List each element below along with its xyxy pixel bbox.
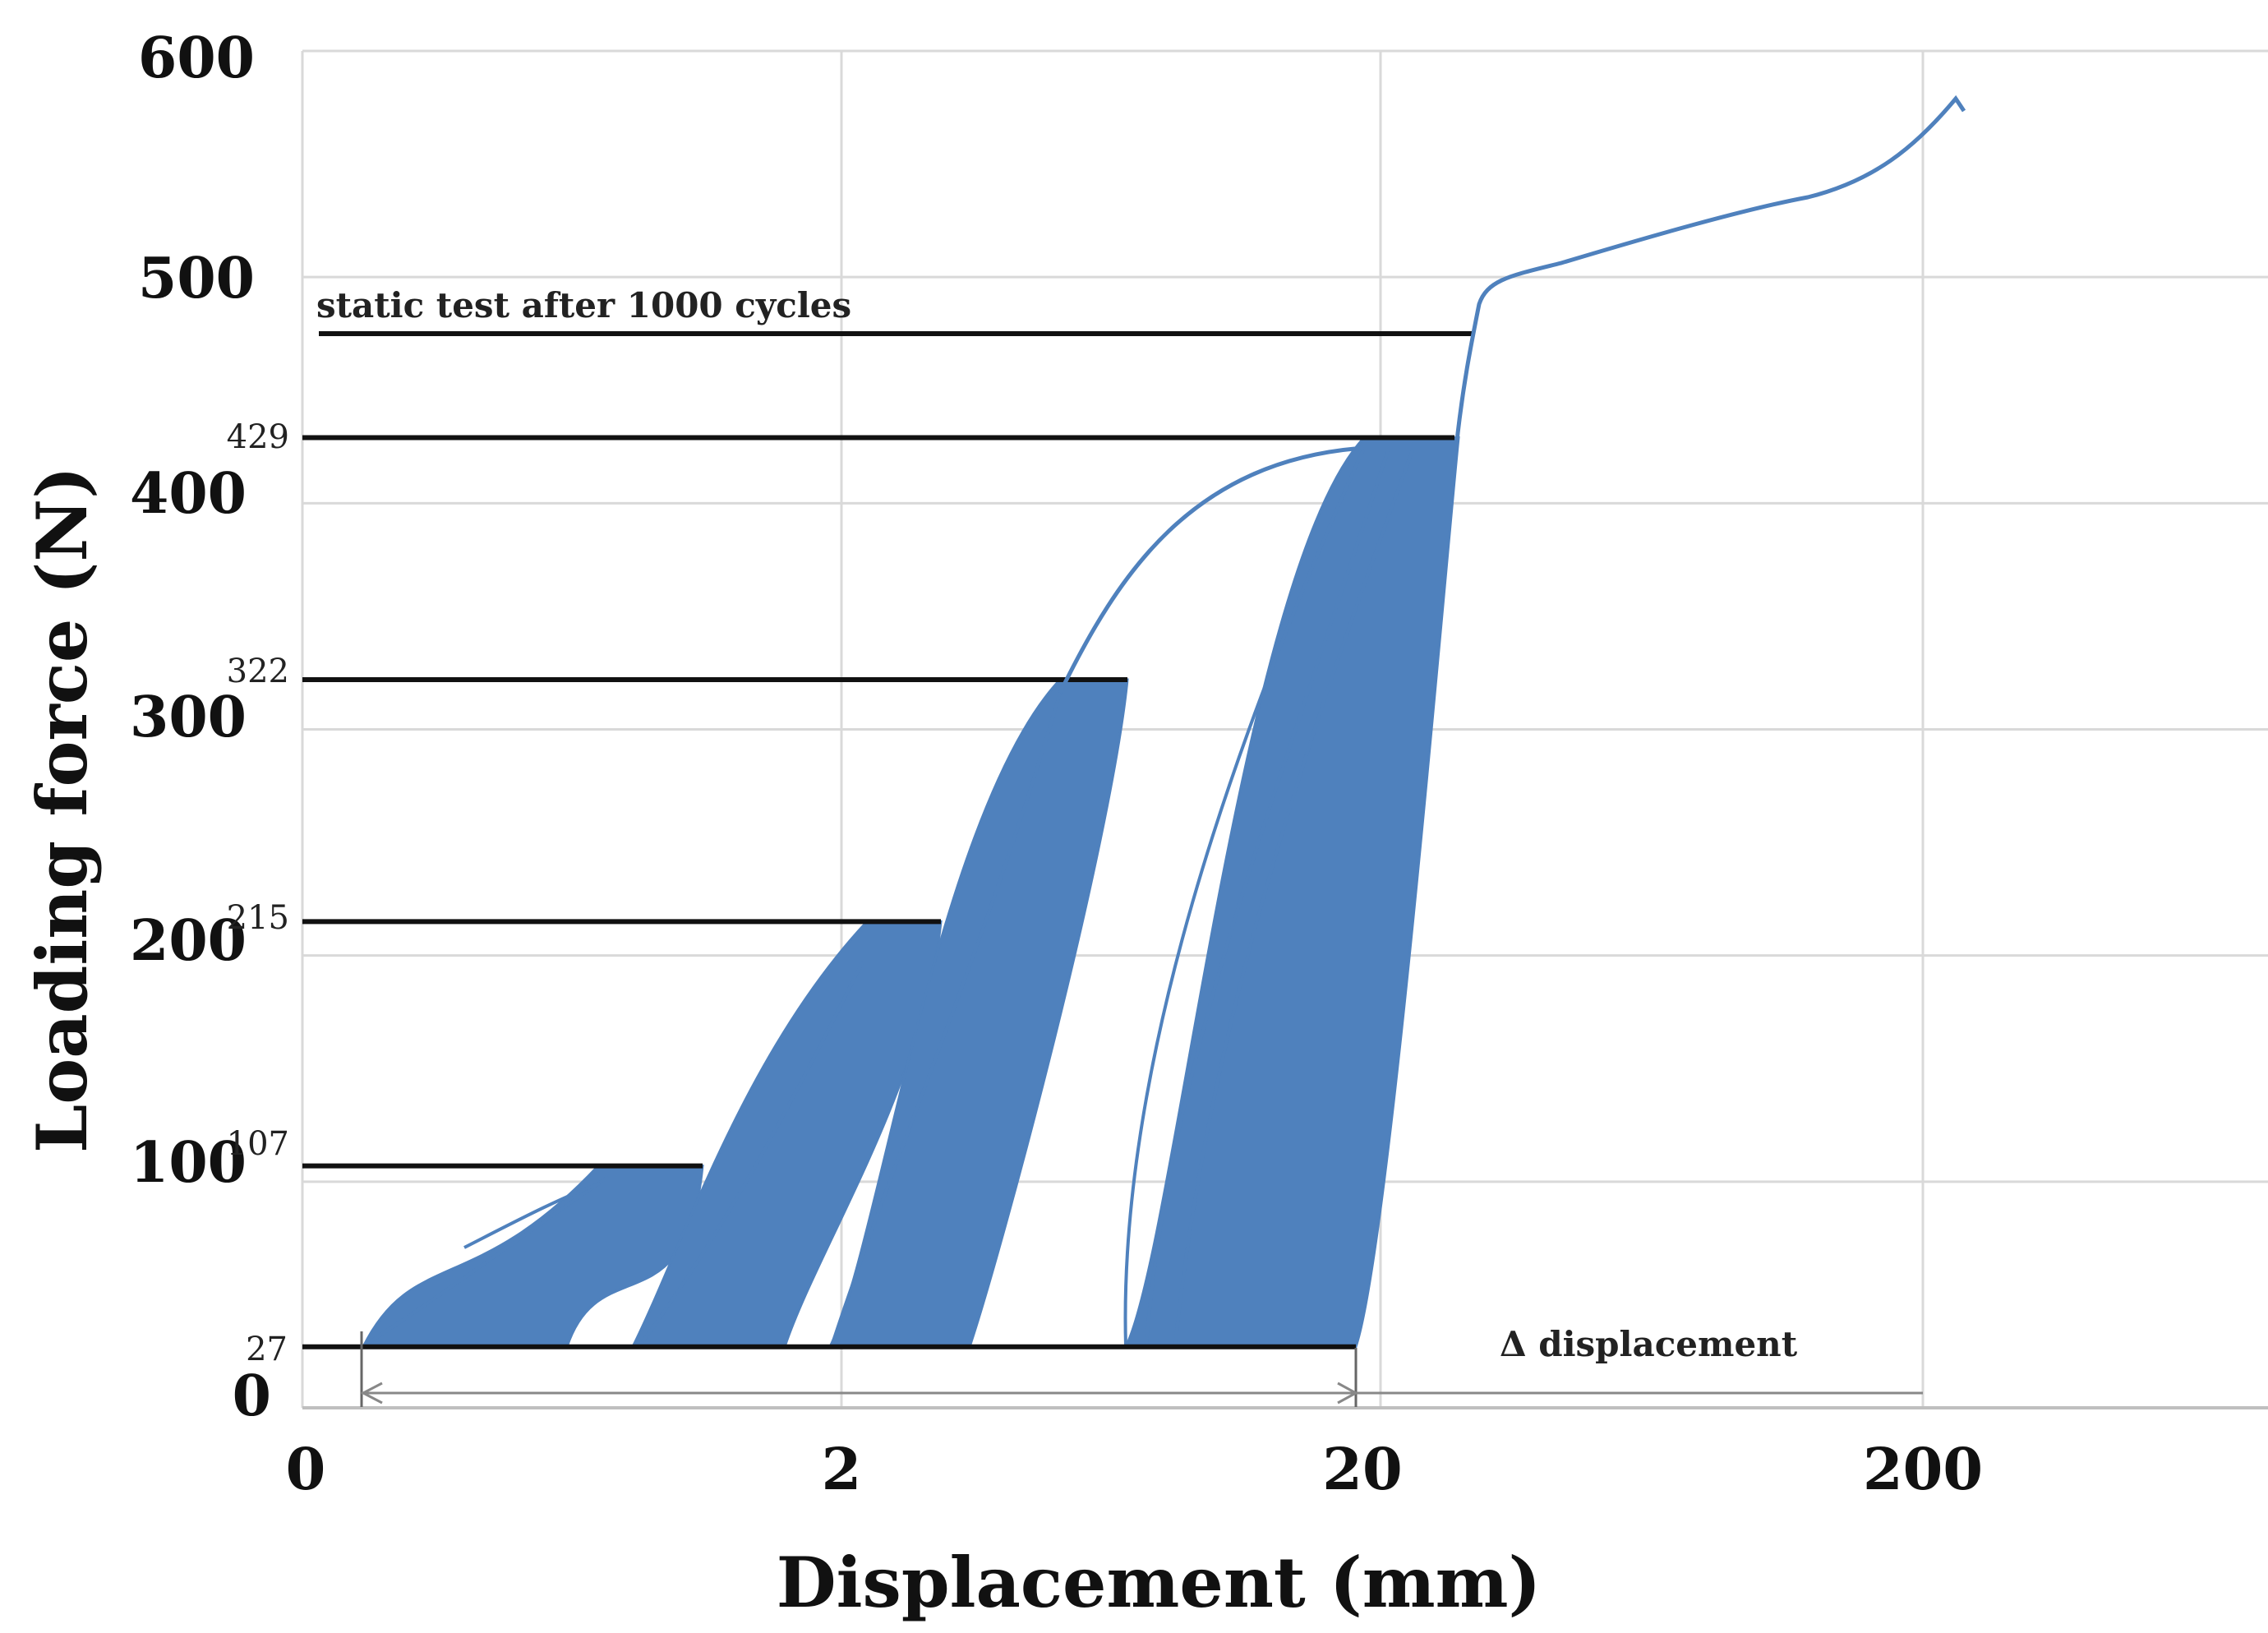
static-test-curve <box>1058 95 1966 694</box>
x-tick-200: 200 <box>1863 1435 1983 1503</box>
delta-displacement-label: Δ displacement <box>1500 1324 1798 1364</box>
y-tick-600: 600 <box>138 25 255 91</box>
delta-arrowhead-right <box>1337 1382 1359 1405</box>
y-tick-300: 300 <box>130 685 247 750</box>
static-curve-line <box>1058 95 1966 694</box>
y-tick-200: 200 <box>130 908 247 974</box>
delta-arrowhead-left <box>360 1382 383 1405</box>
x-tick-0: 0 <box>286 1435 326 1503</box>
loop-1 <box>463 1182 601 1249</box>
delta-displacement-arrows <box>360 1331 1923 1407</box>
y-tick-500: 500 <box>138 246 255 311</box>
y-tick-100: 100 <box>130 1130 247 1196</box>
static-test-label: static test after 1000 cycles <box>316 285 851 325</box>
x-tick-2: 2 <box>822 1435 862 1503</box>
loop-2 <box>638 961 864 1348</box>
level-label-27: 27 <box>246 1331 288 1368</box>
cyclic-loops <box>361 436 1460 1349</box>
loop-0 <box>362 1175 610 1348</box>
loop-6 <box>1173 447 1415 1347</box>
load-level-lines <box>302 330 1473 1349</box>
loop-3 <box>830 692 1062 1347</box>
loop-4 <box>1123 447 1366 1347</box>
level-label-429: 429 <box>227 418 289 456</box>
level-label-215: 215 <box>227 899 289 937</box>
level-label-322: 322 <box>227 653 289 690</box>
loop-5 <box>1145 447 1390 1347</box>
x-axis-title: Displacement (mm) <box>777 1542 1541 1623</box>
x-tick-20: 20 <box>1322 1435 1402 1503</box>
y-tick-0: 0 <box>233 1363 271 1429</box>
cycle-band-429 <box>1123 436 1460 1349</box>
y-axis-title: Loading force (N) <box>21 466 103 1153</box>
y-tick-400: 400 <box>130 461 247 527</box>
level-label-107: 107 <box>227 1125 289 1163</box>
